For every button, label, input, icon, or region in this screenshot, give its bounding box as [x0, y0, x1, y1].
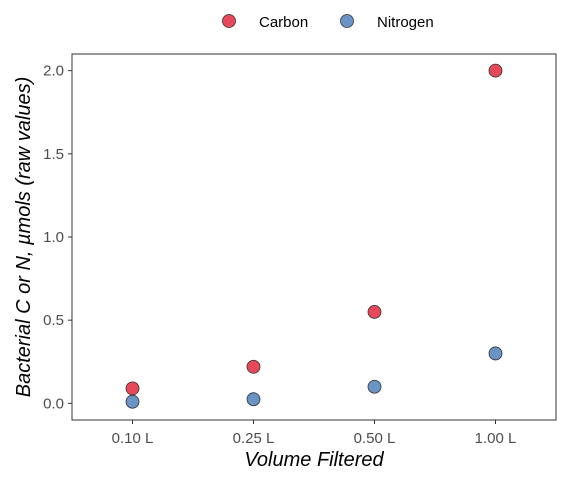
point-carbon-1 — [246, 359, 261, 374]
point-carbon-3 — [488, 63, 503, 78]
x-tick-label: 0.10 L — [112, 430, 154, 447]
y-tick-label: 1.5 — [43, 146, 64, 163]
y-axis: 0.0 0.5 1.0 1.5 2.0 — [43, 63, 72, 412]
legend-label: Nitrogen — [377, 14, 434, 31]
legend-item-nitrogen: Nitrogen — [340, 14, 434, 31]
x-axis: 0.10 L 0.25 L 0.50 L 1.00 L — [112, 420, 517, 447]
y-axis-title: Bacterial C or N, µmols (raw values) — [13, 77, 35, 398]
point-carbon-0 — [125, 381, 140, 396]
y-tick-label: 1.0 — [43, 229, 64, 246]
legend-swatch — [222, 14, 236, 28]
point-nitrogen-3 — [488, 346, 503, 361]
x-axis-title: Volume Filtered — [244, 449, 384, 471]
x-tick-label: 1.00 L — [475, 430, 517, 447]
legend-swatch — [340, 14, 354, 28]
x-tick-label: 0.50 L — [354, 430, 396, 447]
y-tick-label: 0.5 — [43, 312, 64, 329]
legend-label: Carbon — [259, 14, 308, 31]
point-nitrogen-2 — [367, 379, 382, 394]
point-carbon-2 — [367, 304, 382, 319]
y-tick-label: 0.0 — [43, 395, 64, 412]
x-tick-label: 0.25 L — [233, 430, 275, 447]
point-nitrogen-0 — [125, 394, 140, 409]
y-tick-label: 2.0 — [43, 63, 64, 80]
data-points — [125, 63, 503, 409]
legend: Carbon Nitrogen — [222, 14, 434, 31]
point-nitrogen-1 — [246, 392, 261, 407]
plot-panel — [71, 53, 557, 421]
legend-item-carbon: Carbon — [222, 14, 308, 31]
